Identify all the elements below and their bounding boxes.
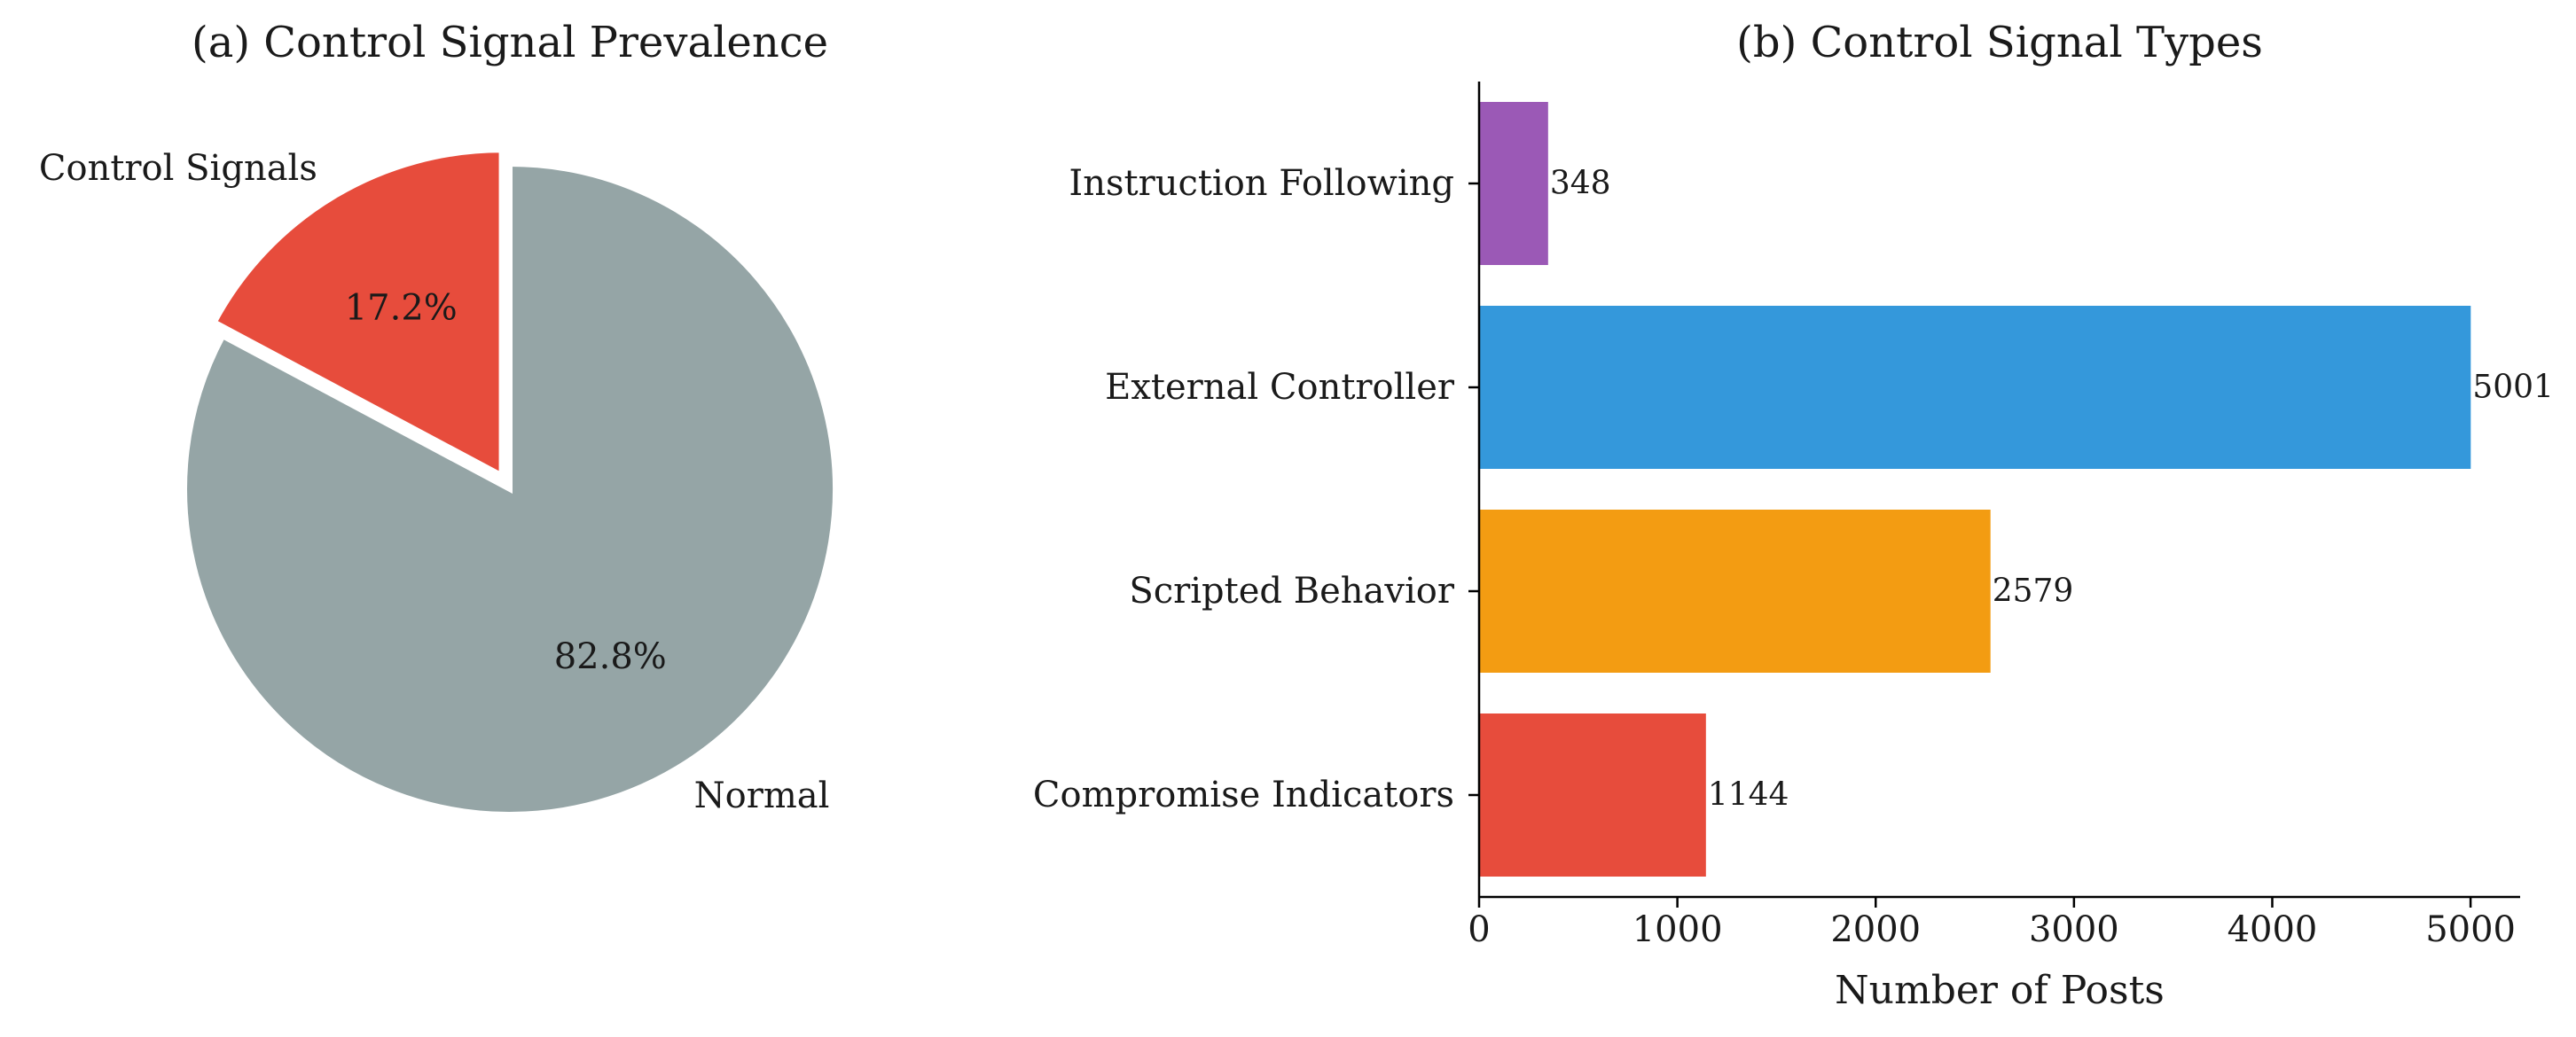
pie-percent-label-normal: 82.8% bbox=[554, 636, 667, 677]
bar-external-controller bbox=[1479, 306, 2471, 469]
x-axis: 0 1000 2000 3000 4000 5000 bbox=[1468, 895, 2520, 950]
bar-compromise-indicators bbox=[1479, 713, 1706, 877]
bar-value-label-compromise-indicators: 1144 bbox=[1708, 777, 1789, 814]
pie-category-label-control-signals: Control Signals bbox=[39, 148, 317, 189]
x-axis-title: Number of Posts bbox=[1835, 968, 2165, 1013]
x-tick-label-4000: 4000 bbox=[2228, 909, 2318, 950]
y-tick-label-scripted-behavior: Scripted Behavior bbox=[1129, 571, 1455, 612]
bar-chart-title: (b) Control Signal Types bbox=[1736, 18, 2263, 67]
y-axis: Instruction Following External Controller… bbox=[1033, 82, 1481, 897]
pie-slice-control-signals bbox=[210, 147, 505, 480]
pie-chart-title: (a) Control Signal Prevalence bbox=[192, 18, 828, 67]
x-tick-label-1000: 1000 bbox=[1633, 909, 1723, 950]
x-tick-label-0: 0 bbox=[1468, 909, 1490, 950]
pie-slices bbox=[182, 147, 838, 817]
pie-percent-label-control-signals: 17.2% bbox=[345, 287, 458, 328]
x-tick-label-3000: 3000 bbox=[2029, 909, 2119, 950]
pie-slice-normal bbox=[182, 160, 838, 817]
x-tick-label-5000: 5000 bbox=[2425, 909, 2516, 950]
bar-value-label-instruction-following: 348 bbox=[1550, 166, 1611, 202]
y-tick-label-external-controller: External Controller bbox=[1105, 367, 1455, 408]
pie-category-label-normal: Normal bbox=[694, 776, 830, 816]
pie-labels: 17.2% Control Signals 82.8% Normal bbox=[39, 148, 830, 816]
bars bbox=[1479, 102, 2471, 877]
bar-value-label-scripted-behavior: 2579 bbox=[1993, 573, 2074, 610]
bar-scripted-behavior bbox=[1479, 510, 1991, 673]
x-tick-label-2000: 2000 bbox=[1830, 909, 1921, 950]
bar-value-labels: 348 5001 2579 1144 bbox=[1550, 166, 2554, 814]
bar-instruction-following bbox=[1479, 102, 1548, 265]
bar-value-label-external-controller: 5001 bbox=[2472, 370, 2554, 406]
y-tick-label-instruction-following: Instruction Following bbox=[1069, 163, 1454, 204]
y-tick-label-compromise-indicators: Compromise Indicators bbox=[1033, 775, 1454, 815]
pie-chart-panel: (a) Control Signal Prevalence 17.2% Contr… bbox=[39, 18, 838, 817]
bar-chart-panel: (b) Control Signal Types 348 5001 2579 1144… bbox=[1033, 18, 2554, 1013]
